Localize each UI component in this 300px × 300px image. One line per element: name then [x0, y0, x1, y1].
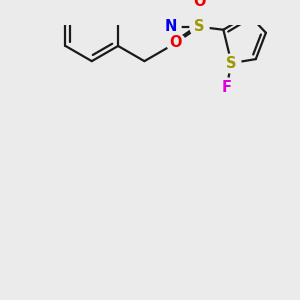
Text: S: S — [226, 56, 237, 71]
Text: F: F — [221, 80, 231, 95]
Text: O: O — [193, 0, 205, 9]
Text: S: S — [194, 19, 204, 34]
Text: N: N — [165, 19, 177, 34]
Text: O: O — [169, 35, 182, 50]
